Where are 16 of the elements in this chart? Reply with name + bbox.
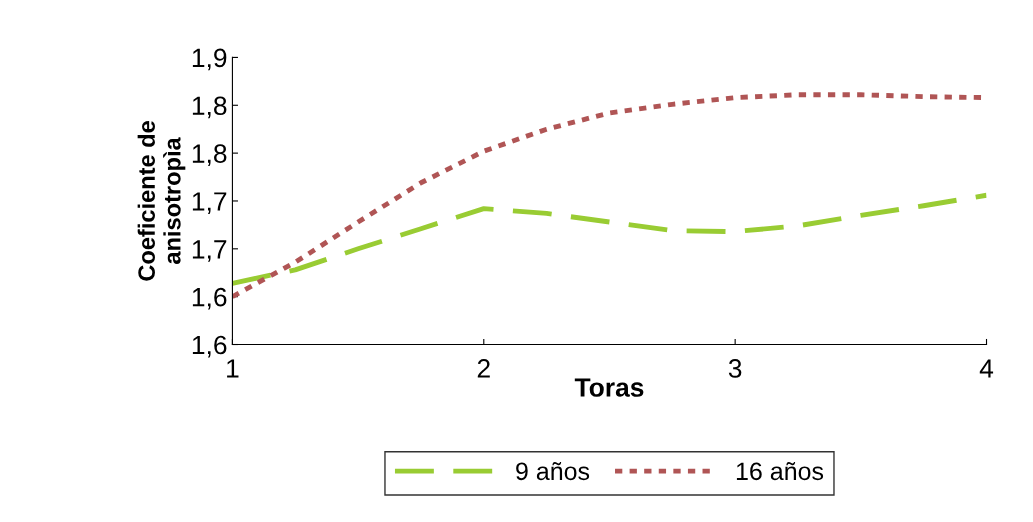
y-axis-title: Coeficiente de anisotropìa xyxy=(137,121,186,281)
y-tick-label: 1,7 xyxy=(192,192,227,214)
y-tick-label: 1,6 xyxy=(192,287,227,310)
legend-label: 16 años xyxy=(736,461,824,481)
x-tick-label: 4 xyxy=(979,359,994,378)
line-series xyxy=(232,192,987,286)
legend-label: 9 años xyxy=(516,461,590,481)
x-tick-label: 2 xyxy=(477,359,490,378)
x-tick-label: 1 xyxy=(227,359,239,378)
y-tick-label: 1,6 xyxy=(192,335,227,358)
y-tick-label: 1,8 xyxy=(192,144,227,167)
y-tick-label: 1,9 xyxy=(192,48,227,71)
x-axis-title: Toras xyxy=(574,378,644,397)
y-tick-label: 1,7 xyxy=(192,240,227,262)
x-tick-label: 3 xyxy=(728,359,742,378)
y-tick-label: 1,8 xyxy=(192,96,227,119)
